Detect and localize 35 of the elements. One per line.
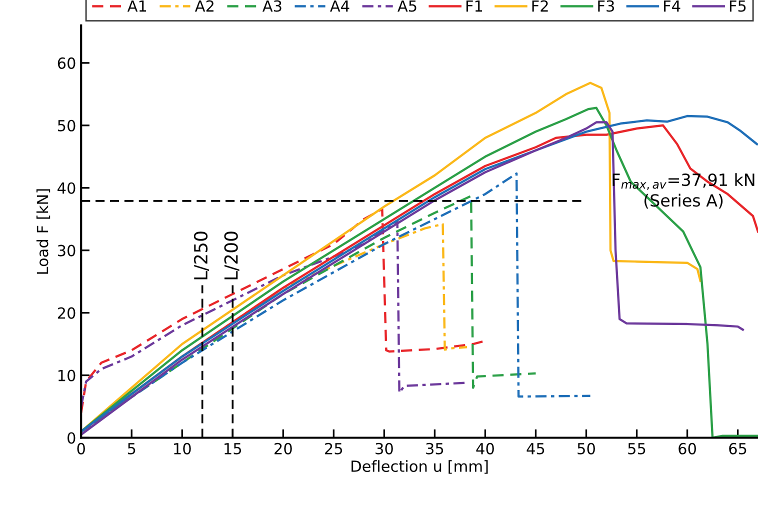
y-tick-label: 30 — [58, 244, 76, 256]
x-tick-label: 30 — [376, 442, 393, 454]
legend-label: F4 — [664, 0, 680, 12]
y-tick-label: 20 — [58, 307, 76, 319]
y-tick-label: 0 — [68, 432, 76, 444]
y-tick-label: 60 — [58, 57, 76, 69]
x-axis-title: Deflection u [mm] — [352, 460, 488, 474]
legend-label: A1 — [127, 0, 146, 12]
x-tick-label: 45 — [526, 443, 544, 454]
legend-label: F3 — [598, 0, 614, 12]
legend-label: F1 — [466, 0, 482, 12]
y-tick-label: 50 — [58, 120, 76, 132]
x-tick-label: 0 — [77, 442, 85, 454]
legend-label: A5 — [398, 0, 416, 12]
y-axis-title: Load F [kN] — [36, 189, 50, 274]
x-tick-label: 35 — [426, 442, 444, 454]
ref-line-label: L/200 — [224, 232, 240, 280]
x-tick-label: 55 — [628, 443, 646, 454]
legend-label: F2 — [532, 0, 548, 12]
x-tick-label: 15 — [224, 443, 242, 454]
legend-label: A3 — [262, 0, 282, 12]
ref-line-label: L/250 — [194, 232, 209, 280]
legend-label: F5 — [730, 0, 746, 12]
y-tick-label: 10 — [58, 370, 76, 382]
x-tick-label: 60 — [678, 442, 696, 454]
x-tick-label: 5 — [128, 443, 136, 454]
x-tick-label: 25 — [325, 442, 342, 454]
x-tick-label: 40 — [476, 442, 494, 454]
x-tick-label: 65 — [729, 442, 746, 454]
x-tick-label: 50 — [578, 442, 595, 454]
x-tick-label: 20 — [274, 442, 292, 454]
x-tick-label: 10 — [174, 442, 191, 454]
legend-label: A2 — [194, 0, 214, 12]
legend-label: A4 — [330, 0, 350, 12]
y-tick-label: 40 — [58, 182, 76, 194]
